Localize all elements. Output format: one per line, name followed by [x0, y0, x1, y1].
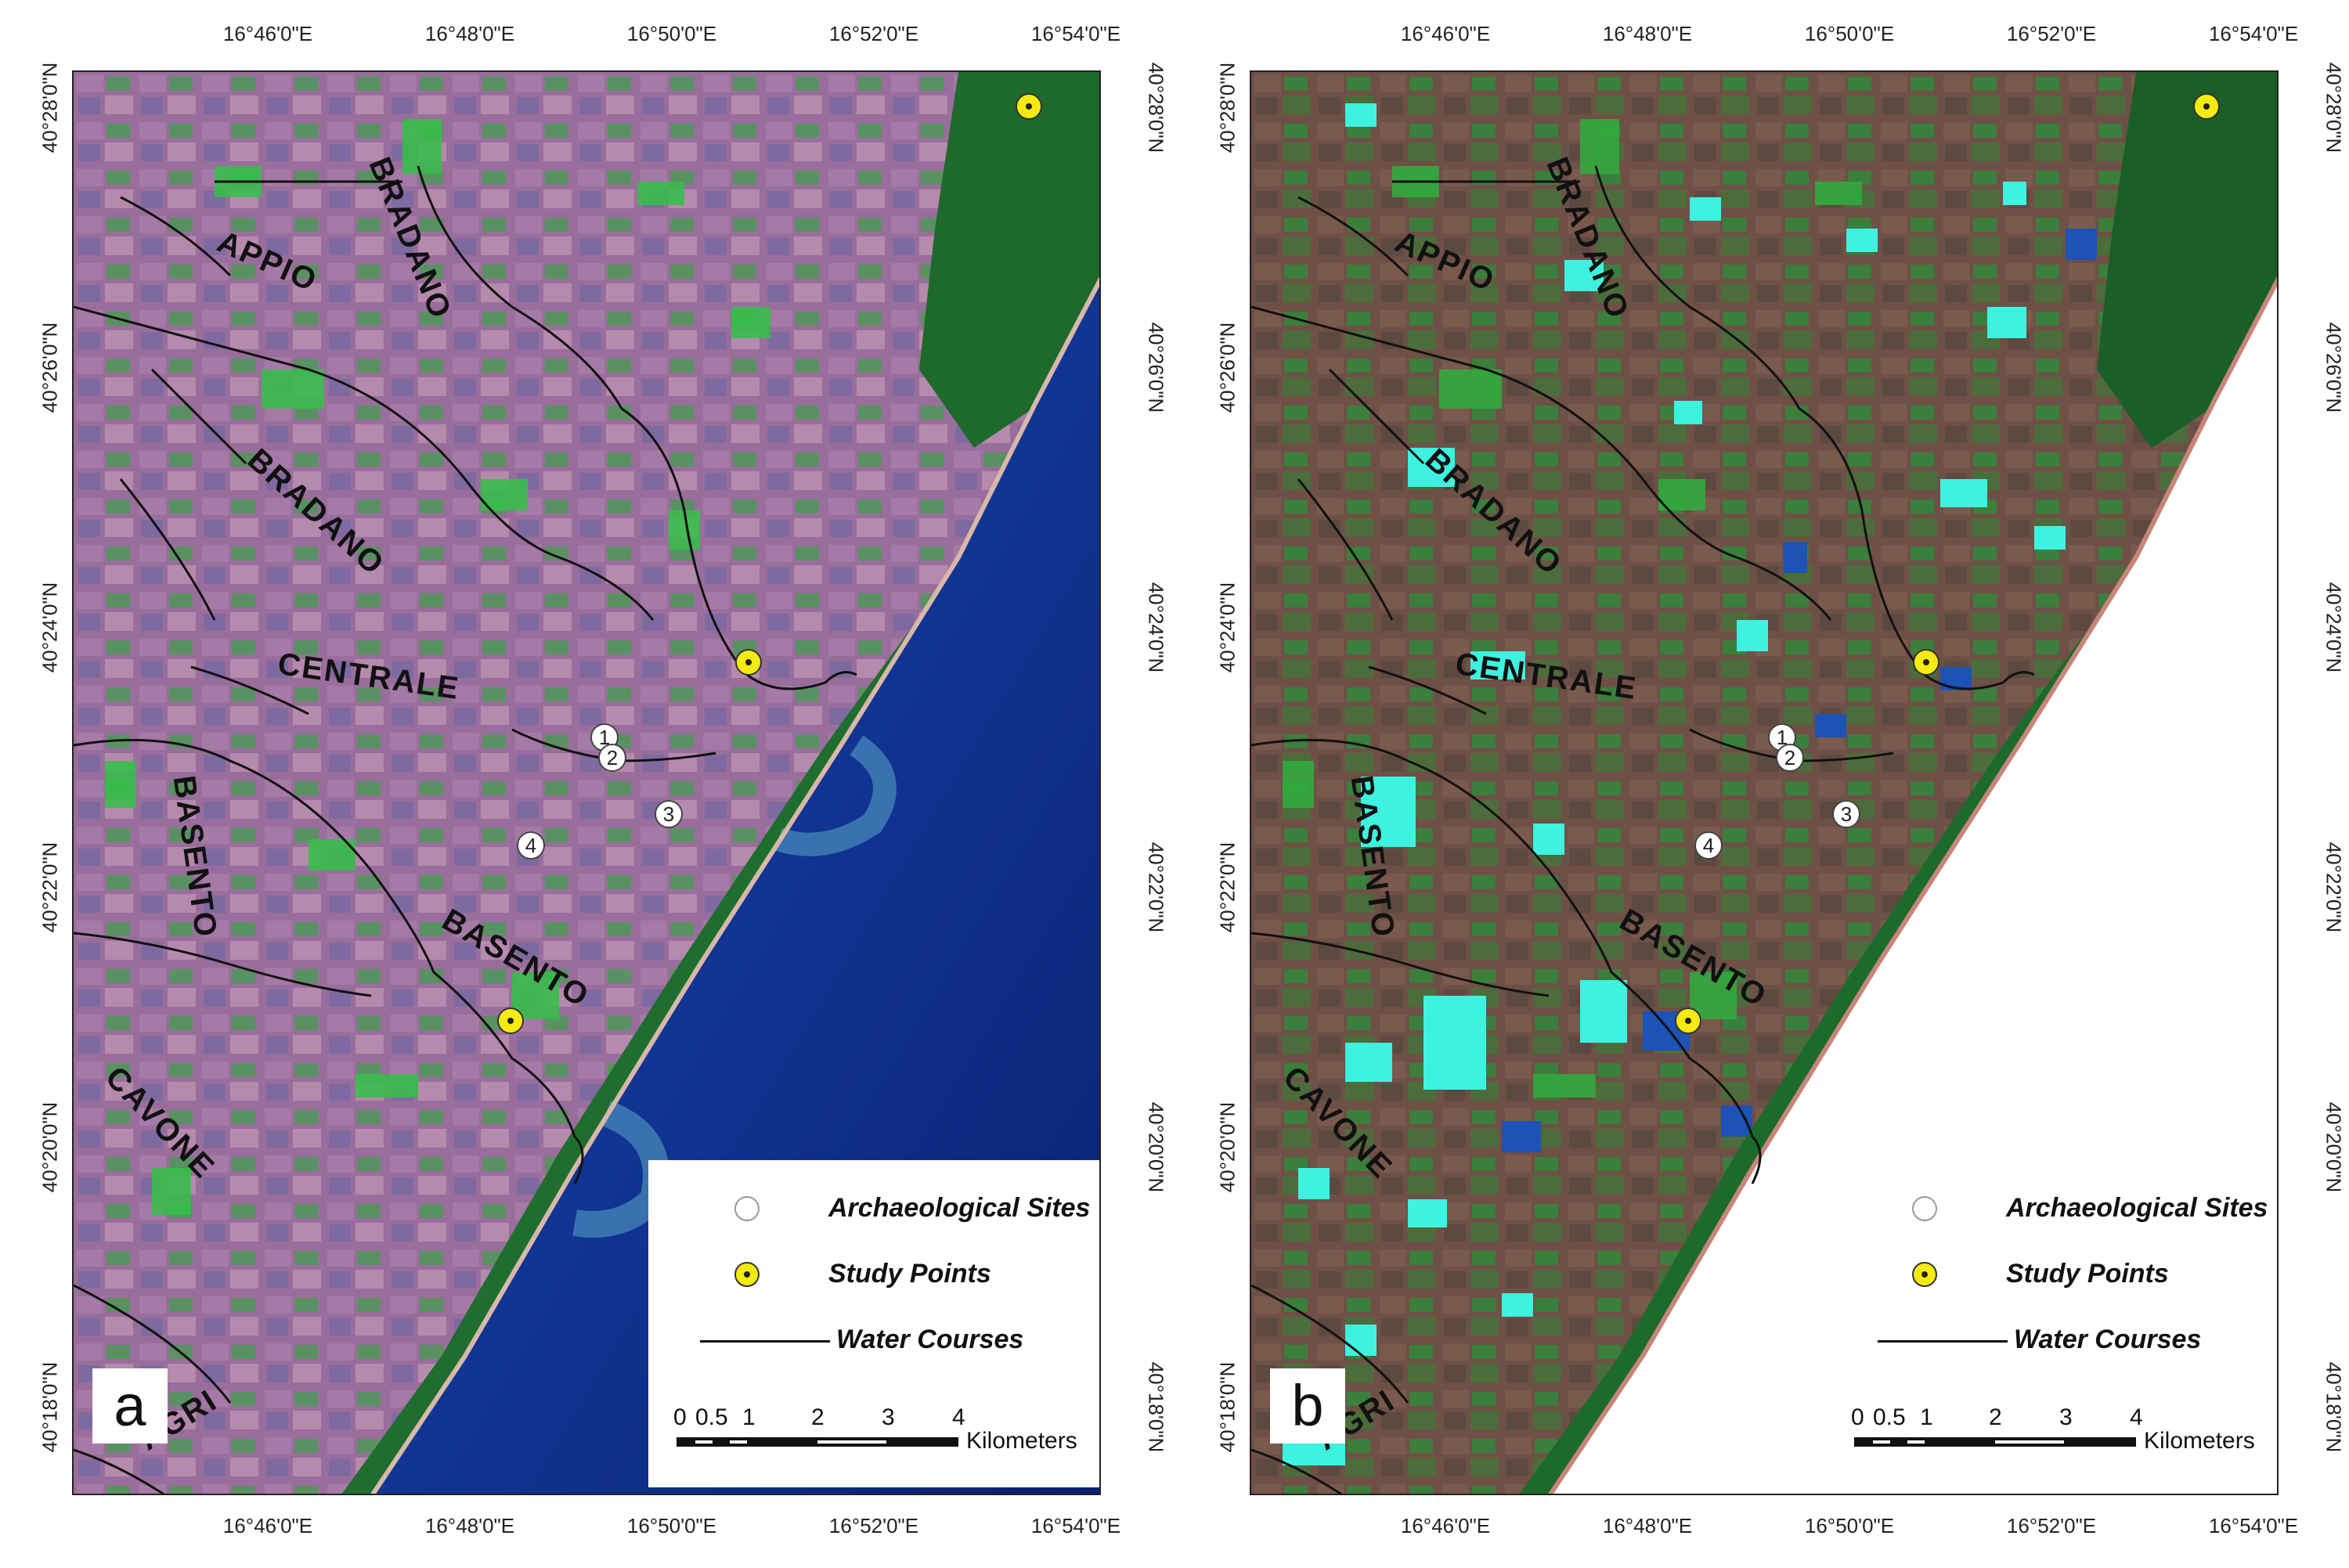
scale-label: 4 — [952, 1404, 965, 1430]
scale-label: 0.5 — [1873, 1404, 1906, 1430]
legend-sites-label: Archaeological Sites — [2006, 1193, 2268, 1223]
latitude-tick-label: 40°26'0"N — [1144, 322, 1168, 413]
archaeological-site-2[interactable]: 2 — [1776, 744, 1804, 772]
panel-letter-b: b — [1270, 1368, 1345, 1444]
latitude-tick-label: 40°22'0"N — [1144, 842, 1168, 933]
longitude-tick-label: 16°48'0"E — [1602, 1514, 1693, 1537]
study-point[interactable] — [1016, 93, 1042, 120]
longitude-tick-label: 16°52'0"E — [828, 1514, 919, 1537]
longitude-tick-label: 16°54'0"E — [2208, 22, 2299, 45]
study-point-symbol-icon — [734, 1262, 760, 1287]
scale-label: 4 — [2130, 1404, 2143, 1430]
latitude-tick-label: 40°28'0"N — [38, 62, 62, 153]
archaeological-site-3[interactable]: 3 — [655, 800, 683, 828]
map-panel-b: BRADANO APPIO BRADANO CENTRALE BASENTO B… — [1178, 0, 2349, 1568]
legend-study-points-label: Study Points — [828, 1259, 991, 1289]
longitude-tick-label: 16°46'0"E — [1400, 22, 1491, 45]
scale-label: 2 — [811, 1404, 824, 1430]
study-point[interactable] — [2193, 93, 2220, 120]
latitude-tick-label: 40°24'0"N — [2322, 582, 2346, 673]
longitude-tick-label: 16°48'0"E — [424, 1514, 515, 1537]
legend-water-label: Water Courses — [836, 1325, 1024, 1354]
scale-label: 2 — [1989, 1404, 2002, 1430]
satellite-image-a — [74, 72, 1099, 1494]
latitude-tick-label: 40°18'0"N — [2322, 1361, 2346, 1453]
longitude-tick-label: 16°50'0"E — [626, 22, 717, 45]
legend-sites-label: Archaeological Sites — [828, 1193, 1091, 1223]
latitude-tick-label: 40°22'0"N — [1215, 842, 1239, 933]
scale-unit: Kilometers — [2144, 1428, 2255, 1454]
study-point[interactable] — [1675, 1007, 1701, 1034]
latitude-tick-label: 40°26'0"N — [38, 322, 62, 413]
water-course-symbol-icon — [700, 1340, 830, 1343]
archaeological-site-4[interactable]: 4 — [517, 831, 545, 860]
scale-label: 1 — [1920, 1404, 1933, 1430]
scale-label: 3 — [2059, 1404, 2073, 1430]
scale-unit: Kilometers — [966, 1428, 1077, 1454]
map-frame-b: BRADANO APPIO BRADANO CENTRALE BASENTO B… — [1250, 70, 2279, 1495]
latitude-tick-label: 40°20'0"N — [1144, 1101, 1168, 1193]
latitude-tick-label: 40°20'0"N — [2322, 1101, 2346, 1193]
study-point[interactable] — [497, 1007, 524, 1034]
scale-bar-graphic — [1854, 1437, 2136, 1447]
panel-letter-a: a — [92, 1368, 168, 1444]
map-legend: Archaeological Sites Study Points Water … — [1826, 1160, 2277, 1487]
scale-bar-graphic — [677, 1437, 958, 1447]
scale-bar: 0 0.5 1 2 3 4 Kilometers — [1851, 1404, 2255, 1467]
longitude-tick-label: 16°50'0"E — [626, 1514, 717, 1537]
longitude-tick-label: 16°50'0"E — [1804, 1514, 1895, 1537]
longitude-tick-label: 16°46'0"E — [222, 22, 313, 45]
map-legend: Archaeological Sites Study Points Water … — [648, 1160, 1099, 1487]
longitude-tick-label: 16°46'0"E — [1400, 1514, 1491, 1537]
study-point-symbol-icon — [1912, 1262, 1937, 1287]
scale-label: 0 — [673, 1404, 687, 1430]
water-course-symbol-icon — [1878, 1340, 2008, 1343]
latitude-tick-label: 40°26'0"N — [2322, 322, 2346, 413]
longitude-tick-label: 16°48'0"E — [424, 22, 515, 45]
latitude-tick-label: 40°18'0"N — [1144, 1361, 1168, 1453]
classified-image-b — [1251, 72, 2277, 1494]
site-symbol-icon — [734, 1196, 760, 1221]
scale-label: 0 — [1851, 1404, 1864, 1430]
latitude-tick-label: 40°28'0"N — [1215, 62, 1239, 153]
longitude-tick-label: 16°54'0"E — [1030, 22, 1121, 45]
latitude-tick-label: 40°24'0"N — [38, 582, 62, 673]
latitude-tick-label: 40°20'0"N — [1215, 1101, 1239, 1193]
latitude-tick-label: 40°22'0"N — [38, 842, 62, 933]
latitude-tick-label: 40°26'0"N — [1215, 322, 1239, 413]
study-point[interactable] — [1913, 649, 1939, 676]
longitude-tick-label: 16°54'0"E — [2208, 1514, 2299, 1537]
scale-bar: 0 0.5 1 2 3 4 Kilometers — [673, 1404, 1077, 1467]
scale-label: 1 — [742, 1404, 756, 1430]
archaeological-site-3[interactable]: 3 — [1832, 800, 1860, 828]
site-symbol-icon — [1912, 1196, 1937, 1221]
map-frame-a: BRADANO APPIO BRADANO CENTRALE BASENTO B… — [72, 70, 1101, 1495]
legend-water-label: Water Courses — [2014, 1325, 2202, 1354]
longitude-tick-label: 16°50'0"E — [1804, 22, 1895, 45]
latitude-tick-label: 40°18'0"N — [38, 1361, 62, 1453]
latitude-tick-label: 40°18'0"N — [1215, 1361, 1239, 1453]
longitude-tick-label: 16°52'0"E — [2006, 1514, 2097, 1537]
longitude-tick-label: 16°48'0"E — [1602, 22, 1693, 45]
map-panel-a: BRADANO APPIO BRADANO CENTRALE BASENTO B… — [0, 0, 1174, 1568]
latitude-tick-label: 40°24'0"N — [1144, 582, 1168, 673]
study-point[interactable] — [735, 649, 762, 676]
scale-label: 3 — [882, 1404, 895, 1430]
archaeological-site-2[interactable]: 2 — [598, 744, 626, 772]
longitude-tick-label: 16°54'0"E — [1030, 1514, 1121, 1537]
latitude-tick-label: 40°20'0"N — [38, 1101, 62, 1193]
legend-study-points-label: Study Points — [2006, 1259, 2169, 1289]
latitude-tick-label: 40°22'0"N — [2322, 842, 2346, 933]
scale-label: 0.5 — [695, 1404, 728, 1430]
longitude-tick-label: 16°52'0"E — [828, 22, 919, 45]
longitude-tick-label: 16°46'0"E — [222, 1514, 313, 1537]
archaeological-site-4[interactable]: 4 — [1694, 831, 1723, 860]
longitude-tick-label: 16°52'0"E — [2006, 22, 2097, 45]
latitude-tick-label: 40°24'0"N — [1215, 582, 1239, 673]
latitude-tick-label: 40°28'0"N — [1144, 62, 1168, 153]
latitude-tick-label: 40°28'0"N — [2322, 62, 2346, 153]
